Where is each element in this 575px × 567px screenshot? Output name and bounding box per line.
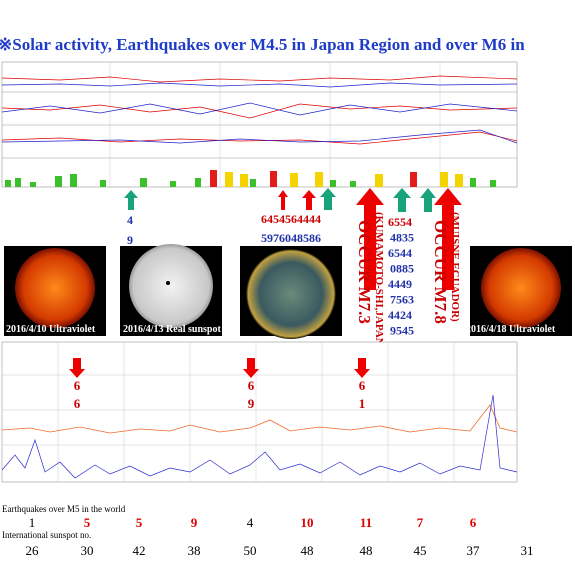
quake-count: 11 (360, 515, 372, 530)
quake-occur: OCCUR M7.8 (431, 220, 450, 324)
image-caption: 2016/4/18 Ultraviolet (466, 324, 556, 335)
digit-row: 7563 (390, 293, 414, 307)
lower-arrows: 6 6 6 9 6 1 (69, 358, 370, 411)
quake-count: 6 (470, 515, 477, 530)
sunspot-number: 31 (521, 543, 534, 558)
top-arrows (124, 188, 462, 290)
sunspot-number: 45 (414, 543, 427, 558)
quake-count: 10 (301, 515, 314, 530)
image-caption: 2016/4/13 Real sunspot (123, 324, 221, 335)
quake-count: 7 (417, 515, 424, 530)
value-rows: 1 5 5 9 4 10 11 7 6 26 30 42 38 50 48 48 45 37 31 (26, 515, 534, 558)
digit-row: 9545 (390, 324, 414, 338)
top-chart (1, 61, 518, 188)
sunspot-number: 38 (188, 543, 201, 558)
quake-count: 4 (247, 515, 254, 530)
digit-row: 4424 (388, 308, 412, 322)
arrow-label: 6 (74, 396, 81, 411)
red-arrow (69, 358, 85, 378)
arrow-label: 6 (74, 378, 81, 393)
quake-count: 1 (29, 515, 36, 530)
red-arrow (354, 358, 370, 378)
sunspot-number: 26 (26, 543, 40, 558)
red-arrow (243, 358, 259, 378)
digit-row: 6454564444 (261, 212, 321, 226)
digit-row: 6554 (388, 215, 412, 229)
quake-place: (KUMAMOTO-SHI,JAPAN) (373, 212, 385, 350)
quake-place: (MUISNE,ECUADOR) (449, 212, 461, 322)
arrow-label: 6 (248, 378, 255, 393)
quake-occur: OCCUR M7.3 (355, 220, 374, 324)
digit-row: 4835 (390, 231, 414, 245)
image-caption: 2016/4/10 Ultraviolet (6, 324, 96, 335)
digit-row: 6544 (388, 246, 412, 260)
digit-row: 5976048586 (261, 231, 321, 245)
digit-row: 0885 (390, 262, 414, 276)
quake-count: 5 (84, 515, 91, 530)
arrow-label: 1 (359, 396, 366, 411)
row-label: Earthquakes over M5 in the world (2, 504, 126, 514)
sunspot-number: 48 (360, 543, 373, 558)
arrow-label: 6 (359, 378, 366, 393)
digit-row: 4449 (388, 277, 412, 291)
sunspot-number: 37 (467, 543, 481, 558)
arrow-label: 9 (248, 396, 255, 411)
title: ※Solar activity, Earthquakes over M4.5 i… (0, 35, 525, 54)
sunspot-number: 50 (244, 543, 257, 558)
quake-count: 9 (191, 515, 198, 530)
sunspot-number: 48 (301, 543, 314, 558)
sun-images (4, 244, 572, 339)
lower-chart (1, 341, 518, 483)
sunspot-number: 30 (81, 543, 94, 558)
row-label: International sunspot no. (2, 530, 91, 540)
sunspot-number: 42 (133, 543, 146, 558)
quake-count: 5 (136, 515, 143, 530)
digit: 9 (127, 233, 133, 247)
digit: 4 (127, 213, 133, 227)
